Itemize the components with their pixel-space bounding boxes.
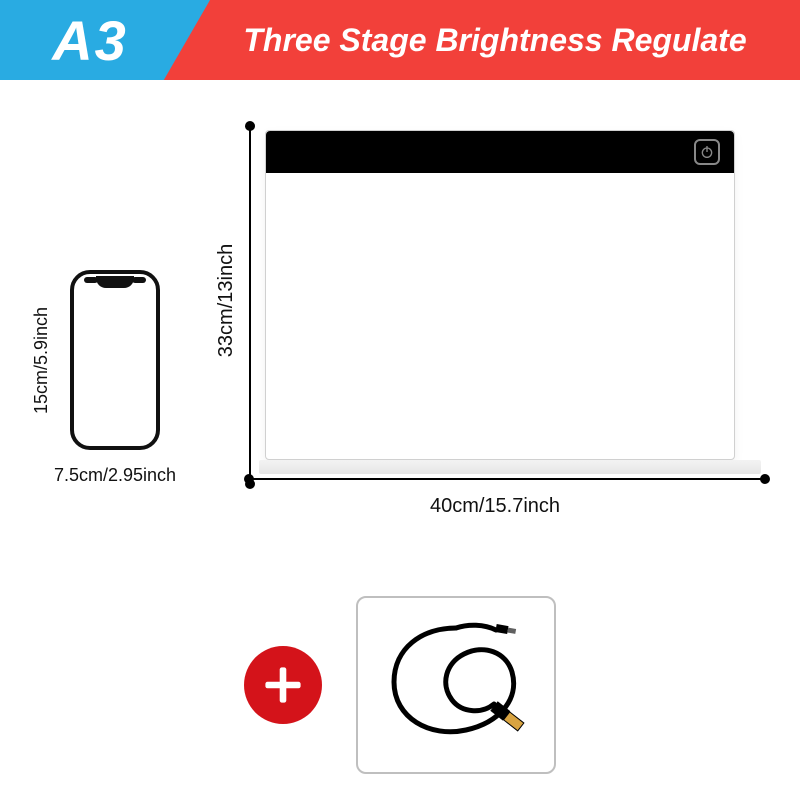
lightpad-base-shadow	[259, 460, 761, 474]
pad-width-label: 40cm/15.7inch	[235, 495, 755, 518]
phone-height-text: 15cm/5.9inch	[32, 306, 53, 413]
height-rule-line	[249, 126, 251, 484]
header-title: Three Stage Brightness Regulate	[200, 0, 790, 80]
accessory-row	[0, 585, 800, 785]
usb-cable-icon	[372, 610, 540, 760]
size-diagram: 15cm/5.9inch 7.5cm/2.95inch 33cm/13inch …	[0, 100, 800, 580]
width-rule-line	[245, 478, 765, 480]
phone-illustration	[70, 270, 160, 450]
header-banner: A3 Three Stage Brightness Regulate	[0, 0, 800, 80]
plus-badge-icon	[244, 646, 322, 724]
lightpad-illustration	[265, 130, 735, 460]
lightpad-group: 33cm/13inch 40cm/15.7inch	[235, 130, 755, 490]
size-code-label: A3	[52, 8, 128, 73]
phone-height-label: 15cm/5.9inch	[32, 268, 52, 452]
lightpad-topbar	[266, 131, 734, 173]
phone-notch-icon	[96, 276, 134, 288]
usb-cable-box	[356, 596, 556, 774]
phone-width-label: 7.5cm/2.95inch	[50, 465, 180, 486]
pad-height-label: 33cm/13inch	[217, 130, 237, 470]
power-button-icon	[694, 139, 720, 165]
pad-height-text: 33cm/13inch	[216, 243, 239, 356]
